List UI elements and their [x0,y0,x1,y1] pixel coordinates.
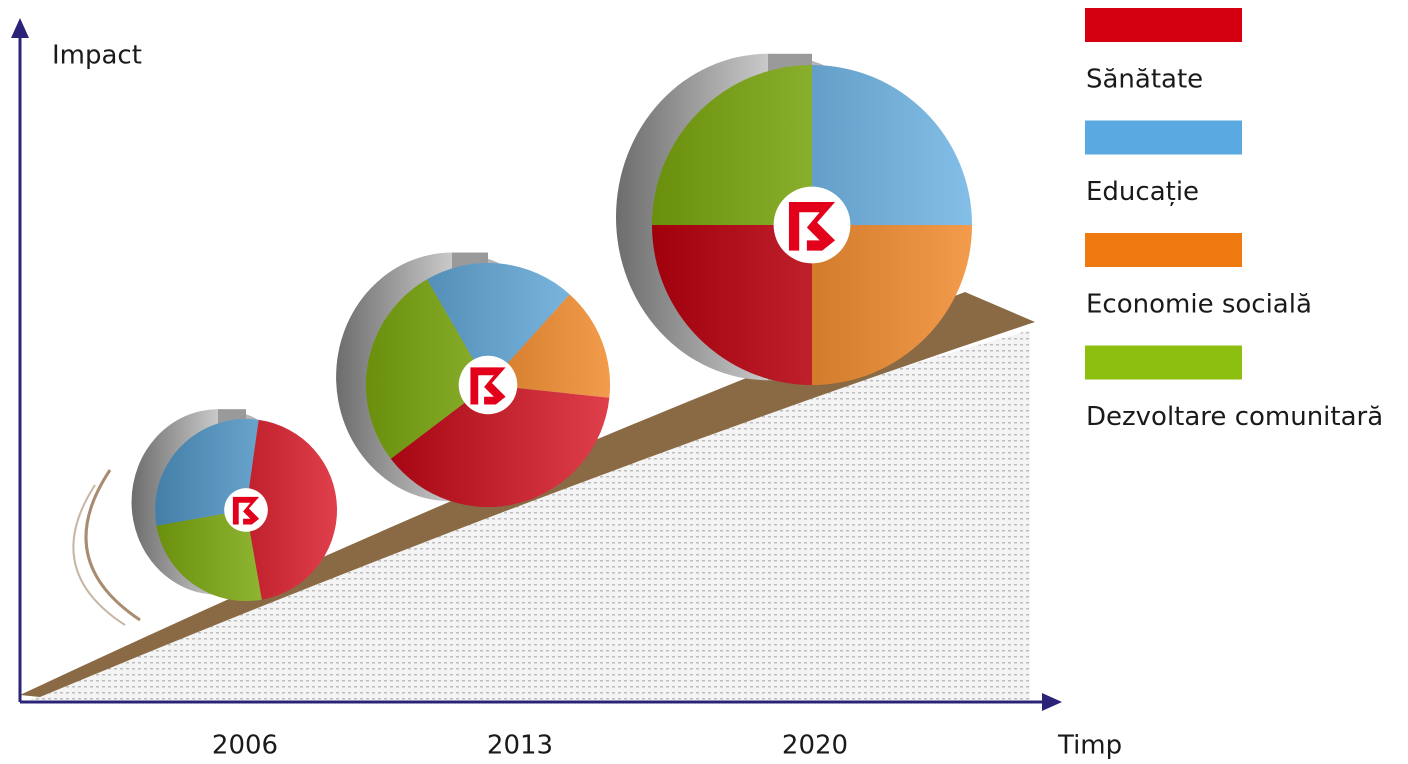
slope-fill [30,330,1030,700]
logo [232,496,260,525]
legend-label: Educație [1086,177,1199,207]
pie-wheel [336,252,610,507]
legend-label: Dezvoltare comunitară [1086,402,1383,432]
legend-swatch [1085,345,1242,380]
motion-line [84,469,141,622]
pie-wheel [616,53,972,385]
pie-wheel [131,409,337,601]
x-axis-arrow [1042,693,1062,711]
legend-swatch [1085,8,1242,42]
logo [788,201,836,251]
logo [470,367,506,405]
x-tick-label: 2020 [782,731,848,761]
y-axis-arrow [11,18,29,38]
y-axis-label: Impact [52,41,142,71]
legend-swatch [1085,233,1242,267]
x-axis-label: Timp [1057,731,1122,761]
x-tick-label: 2006 [212,731,278,761]
x-tick-label: 2013 [487,731,553,761]
legend-swatch [1085,120,1242,155]
legend-label: Economie socială [1086,290,1312,320]
motion-line [72,484,126,626]
legend-label: Sănătate [1086,65,1203,95]
